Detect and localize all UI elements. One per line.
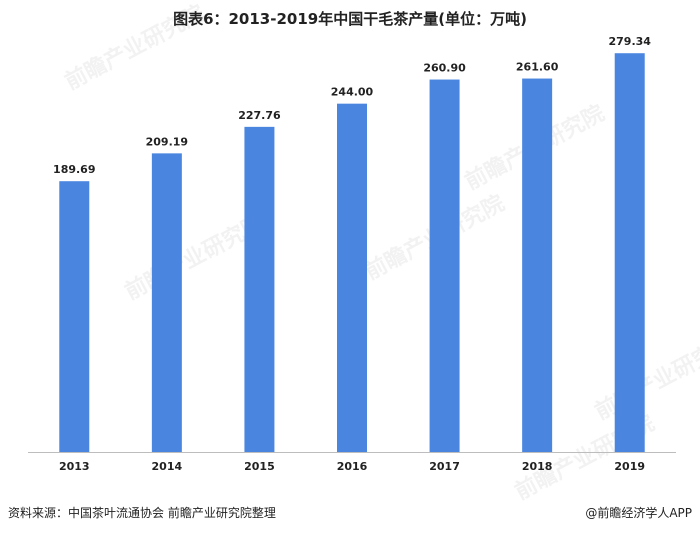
bars-group: [59, 53, 645, 453]
x-tick-label-2014: 2014: [152, 460, 183, 473]
value-label-2018: 261.60: [516, 61, 559, 74]
value-label-2015: 227.76: [238, 109, 281, 122]
x-tick-label-2017: 2017: [429, 460, 460, 473]
watermark-text: 前瞻产业研究院: [61, 0, 209, 95]
value-label-2016: 244.00: [331, 86, 374, 99]
x-tick-label-2013: 2013: [59, 460, 90, 473]
bar-2017: [429, 79, 460, 452]
x-tick-label-2018: 2018: [522, 460, 553, 473]
source-note: 资料来源：中国茶叶流通协会 前瞻产业研究院整理: [8, 506, 276, 520]
value-label-2019: 279.34: [608, 35, 651, 48]
chart-title: 图表6：2013-2019年中国干毛茶产量(单位：万吨): [173, 10, 527, 28]
x-tick-label-2016: 2016: [337, 460, 368, 473]
value-label-2017: 260.90: [423, 62, 466, 75]
brand-credit: @前瞻经济学人APP: [585, 506, 692, 520]
value-label-2013: 189.69: [53, 163, 95, 176]
bar-2013: [59, 181, 90, 452]
value-label-2014: 209.19: [146, 135, 188, 148]
bar-2015: [244, 126, 275, 452]
value-labels-group: 189.69 209.19 227.76 244.00 260.90 261.60 279.…: [53, 35, 651, 176]
bar-2019: [614, 53, 645, 452]
bar-2018: [522, 78, 553, 452]
x-tick-labels-group: 2013 2014 2015 2016 2017 2018 2019: [59, 460, 645, 473]
bar-2016: [337, 103, 367, 452]
x-tick-label-2015: 2015: [244, 460, 275, 473]
x-tick-label-2019: 2019: [614, 460, 645, 473]
bar-2014: [151, 153, 182, 453]
